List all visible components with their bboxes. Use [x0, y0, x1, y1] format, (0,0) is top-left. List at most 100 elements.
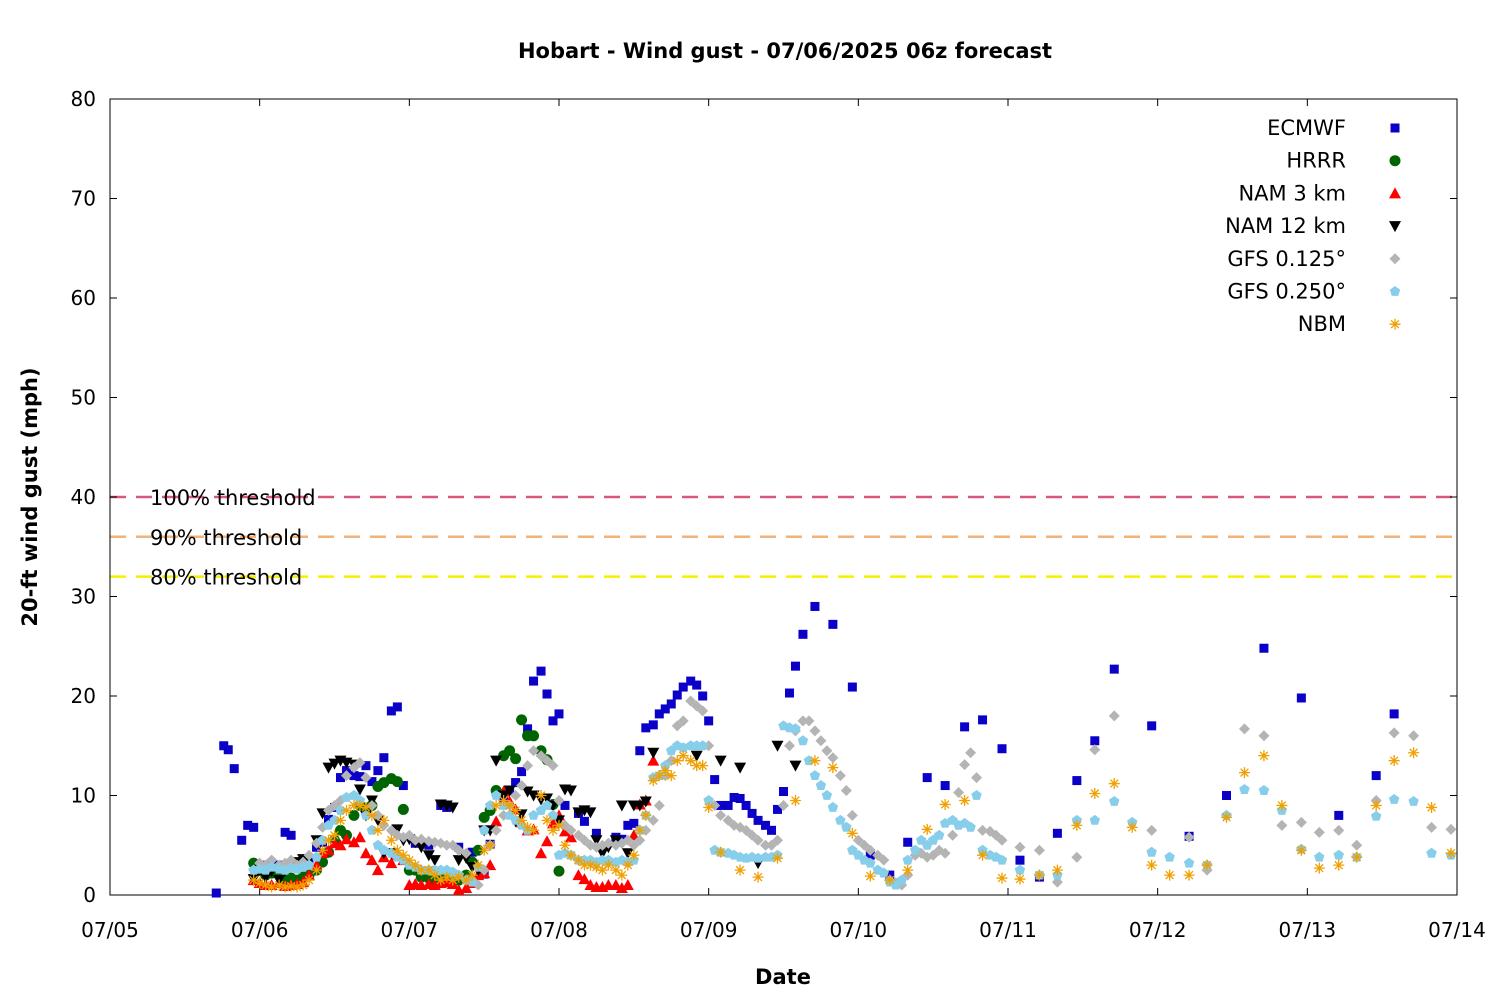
point-hrrr: [504, 745, 516, 757]
point-nbm: [697, 760, 709, 772]
point-gfs-0-125: [460, 847, 472, 859]
legend-marker-nbm: [1389, 318, 1401, 330]
point-nbm: [279, 881, 291, 893]
point-nam-12-km: [428, 855, 441, 867]
point-gfs-0-250: [965, 821, 976, 832]
y-tick-label: 40: [71, 485, 96, 509]
point-gfs-0-250: [1408, 796, 1419, 806]
point-nam-3-km: [359, 847, 372, 859]
point-nbm: [403, 854, 415, 866]
point-gfs-0-250: [996, 854, 1008, 865]
point-ecmwf: [710, 775, 720, 785]
point-gfs-0-125: [971, 772, 983, 784]
point-gfs-0-250: [1183, 857, 1195, 868]
point-ecmwf: [324, 814, 334, 824]
point-gfs-0-250: [1388, 794, 1400, 804]
point-nbm: [297, 879, 309, 891]
point-nbm: [254, 877, 266, 889]
point-gfs-0-125: [634, 834, 646, 846]
point-nbm: [622, 859, 634, 871]
point-gfs-0-125: [1258, 730, 1270, 742]
point-nam-3-km: [627, 829, 640, 841]
point-nam-12-km: [322, 762, 335, 774]
point-nbm: [340, 804, 352, 816]
point-gfs-0-125: [303, 849, 315, 861]
point-gfs-0-125: [1408, 730, 1420, 742]
point-nbm: [547, 824, 559, 836]
point-gfs-0-250: [697, 740, 708, 751]
legend-marker-hrrr: [1389, 155, 1401, 167]
legend-label-nam-12-km: NAM 12 km: [1225, 214, 1346, 238]
y-tick-label: 20: [71, 684, 96, 708]
point-nbm: [1071, 819, 1083, 831]
point-ecmwf: [398, 781, 408, 791]
point-nbm: [1201, 859, 1213, 871]
point-ecmwf: [243, 820, 253, 830]
point-nbm: [472, 859, 484, 871]
point-nbm: [553, 819, 565, 831]
point-gfs-0-250: [797, 735, 809, 746]
point-gfs-0-250: [1426, 847, 1437, 858]
point-gfs-0-125: [752, 834, 764, 846]
point-nam-3-km: [334, 839, 347, 851]
point-gfs-0-125: [772, 834, 784, 846]
point-nbm: [441, 871, 453, 883]
axis-ticks: 07/05 07/06 07/07 07/08 07/09 07/10 07/11 07/12…: [71, 87, 1486, 942]
point-ecmwf: [392, 702, 402, 712]
point-ecmwf: [1334, 810, 1344, 820]
point-gfs-0-125: [547, 760, 559, 772]
point-nam-3-km: [371, 864, 384, 876]
point-nbm: [535, 790, 547, 801]
point-gfs-0-125: [528, 745, 540, 757]
point-gfs-0-250: [703, 795, 714, 805]
point-nbm: [659, 765, 671, 777]
point-gfs-0-125: [778, 799, 789, 811]
point-nbm: [665, 770, 677, 782]
point-nbm: [685, 755, 697, 767]
point-ecmwf: [367, 777, 377, 787]
point-nbm: [360, 801, 372, 813]
point-nam-3-km: [490, 815, 503, 827]
point-gfs-0-125: [1033, 844, 1045, 856]
point-gfs-0-125: [1071, 851, 1083, 863]
point-gfs-0-125: [846, 809, 858, 821]
point-nbm: [1388, 755, 1400, 767]
y-tick-label: 10: [71, 784, 96, 808]
x-tick-label: 07/09: [680, 918, 738, 942]
point-gfs-0-250: [933, 829, 945, 840]
point-nam-12-km: [521, 786, 534, 798]
point-nbm: [528, 824, 540, 836]
legend-label-gfs-0-125: GFS 0.125°: [1227, 247, 1346, 271]
point-ecmwf: [1109, 664, 1119, 674]
point-gfs-0-125: [1276, 819, 1288, 831]
threshold-label: 80% threshold: [150, 566, 302, 590]
point-ecmwf: [286, 830, 296, 840]
point-nbm: [939, 798, 951, 810]
point-nbm: [959, 794, 971, 806]
point-nbm: [559, 839, 571, 851]
point-nbm: [653, 770, 665, 782]
point-nam-12-km: [353, 784, 366, 796]
point-nbm: [1408, 747, 1420, 759]
point-gfs-0-125: [760, 839, 772, 851]
threshold-label: 100% threshold: [150, 486, 316, 510]
point-ecmwf: [386, 706, 396, 716]
point-nbm: [291, 881, 303, 893]
point-nbm: [541, 814, 553, 826]
point-ecmwf: [229, 764, 239, 774]
point-nam-3-km: [365, 854, 378, 866]
point-hrrr: [397, 803, 409, 815]
point-gfs-0-125: [1351, 839, 1363, 851]
point-ecmwf: [922, 773, 932, 783]
point-nbm: [1108, 778, 1120, 790]
point-ecmwf: [635, 746, 645, 756]
point-gfs-0-125: [1445, 823, 1457, 835]
point-ecmwf: [335, 773, 345, 783]
point-gfs-0-125: [1426, 821, 1438, 833]
point-nbm: [572, 854, 584, 866]
point-ecmwf: [1072, 776, 1082, 786]
point-ecmwf: [548, 716, 558, 726]
point-nbm: [602, 859, 614, 871]
point-nbm: [1051, 864, 1063, 876]
point-nbm: [616, 869, 628, 881]
